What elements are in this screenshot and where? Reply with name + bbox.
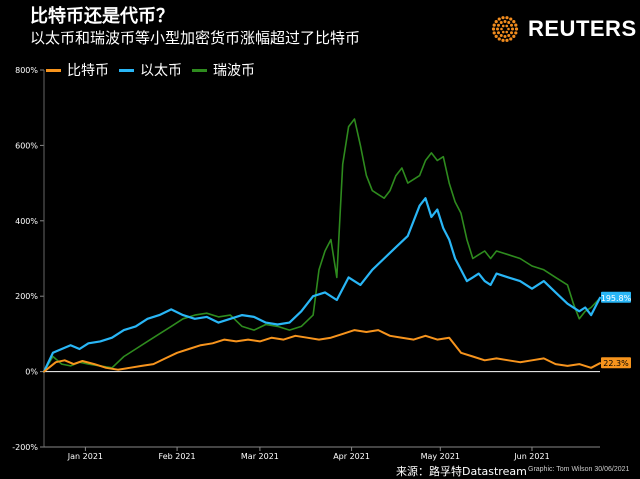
- x-tick-label: Apr 2021: [333, 452, 370, 461]
- logo-dot: [505, 38, 509, 42]
- logo-dot: [507, 34, 511, 37]
- logo-dot: [499, 34, 503, 37]
- logo-dot: [509, 17, 513, 21]
- logo-dot: [496, 27, 499, 31]
- logo-dot: [501, 24, 505, 28]
- logo-dot: [505, 24, 509, 28]
- end-label-ethereum: 195.8%: [601, 294, 632, 303]
- legend-swatch-bitcoin: [46, 68, 61, 72]
- logo-dot: [497, 31, 500, 35]
- legend-swatch-ripple: [192, 68, 207, 72]
- legend-swatch-ethereum: [119, 68, 134, 72]
- logo-dot: [512, 34, 516, 38]
- chart-legend: 比特币 以太币 瑞波币: [46, 60, 265, 80]
- reuters-logo: REUTERS: [490, 14, 637, 44]
- logo-dot: [501, 30, 505, 34]
- logo-dot: [492, 31, 496, 35]
- y-tick-label: 200%: [15, 292, 38, 301]
- logo-dot: [509, 37, 513, 41]
- end-label-box-ethereum: [601, 291, 631, 303]
- logo-dot: [514, 27, 519, 31]
- logo-dot: [505, 16, 509, 20]
- x-tick-label: Jun 2021: [513, 452, 549, 461]
- source-note: 来源：路孚特Datastream: [396, 465, 527, 478]
- logo-dot: [507, 27, 510, 31]
- logo-dot: [514, 23, 518, 27]
- y-tick-label: 0%: [25, 368, 38, 377]
- x-tick-label: Jan 2021: [67, 452, 103, 461]
- logo-dot: [494, 34, 498, 38]
- x-tick-label: May 2021: [421, 452, 460, 461]
- logo-dot: [507, 21, 511, 24]
- reuters-logo-icon: [491, 16, 519, 42]
- x-tick-label: Feb 2021: [159, 452, 196, 461]
- logo-dot: [503, 35, 507, 38]
- series-line-bitcoin: [43, 329, 601, 373]
- legend-item-ripple: 瑞波币: [192, 60, 255, 80]
- logo-dot: [510, 23, 513, 27]
- logo-dot: [494, 20, 498, 24]
- logo-dot: [512, 20, 516, 24]
- chart-title: 比特币还是代币？: [30, 6, 174, 27]
- end-label-box-bitcoin: [601, 357, 631, 369]
- legend-label-ethereum: 以太币: [140, 63, 182, 79]
- logo-dot: [497, 23, 500, 27]
- logo-dot: [492, 23, 496, 27]
- legend-label-ripple: 瑞波币: [213, 63, 255, 79]
- logo-dot: [511, 27, 514, 31]
- series-line-ethereum: [42, 197, 602, 373]
- y-tick-label: 600%: [15, 141, 38, 150]
- graphic-credit: Graphic: Tom Wilson 30/06/2021: [528, 466, 630, 473]
- series-line-ripple: [43, 118, 601, 373]
- y-tick-label: 400%: [15, 217, 38, 226]
- y-tick-label: -200%: [12, 443, 38, 452]
- legend-label-bitcoin: 比特币: [67, 63, 109, 79]
- y-tick-label: 800%: [15, 66, 38, 75]
- logo-dot: [501, 38, 505, 42]
- legend-item-bitcoin: 比特币: [46, 60, 109, 80]
- logo-dot: [497, 17, 501, 21]
- legend-item-ethereum: 以太币: [119, 60, 182, 80]
- logo-dot: [505, 30, 509, 34]
- end-label-bitcoin: 22.3%: [603, 359, 629, 368]
- logo-dot: [514, 31, 518, 35]
- chart-subtitle: 以太币和瑞波币等小型加密货币涨幅超过了比特币: [30, 29, 361, 47]
- reuters-logo-text: REUTERS: [528, 16, 637, 41]
- logo-dot: [497, 37, 501, 41]
- logo-dot: [500, 27, 503, 31]
- logo-dot: [491, 27, 496, 31]
- logo-dot: [499, 21, 503, 24]
- logo-dot: [501, 16, 505, 20]
- logo-dot: [510, 31, 513, 35]
- logo-dot: [503, 20, 507, 23]
- x-tick-label: Mar 2021: [241, 452, 279, 461]
